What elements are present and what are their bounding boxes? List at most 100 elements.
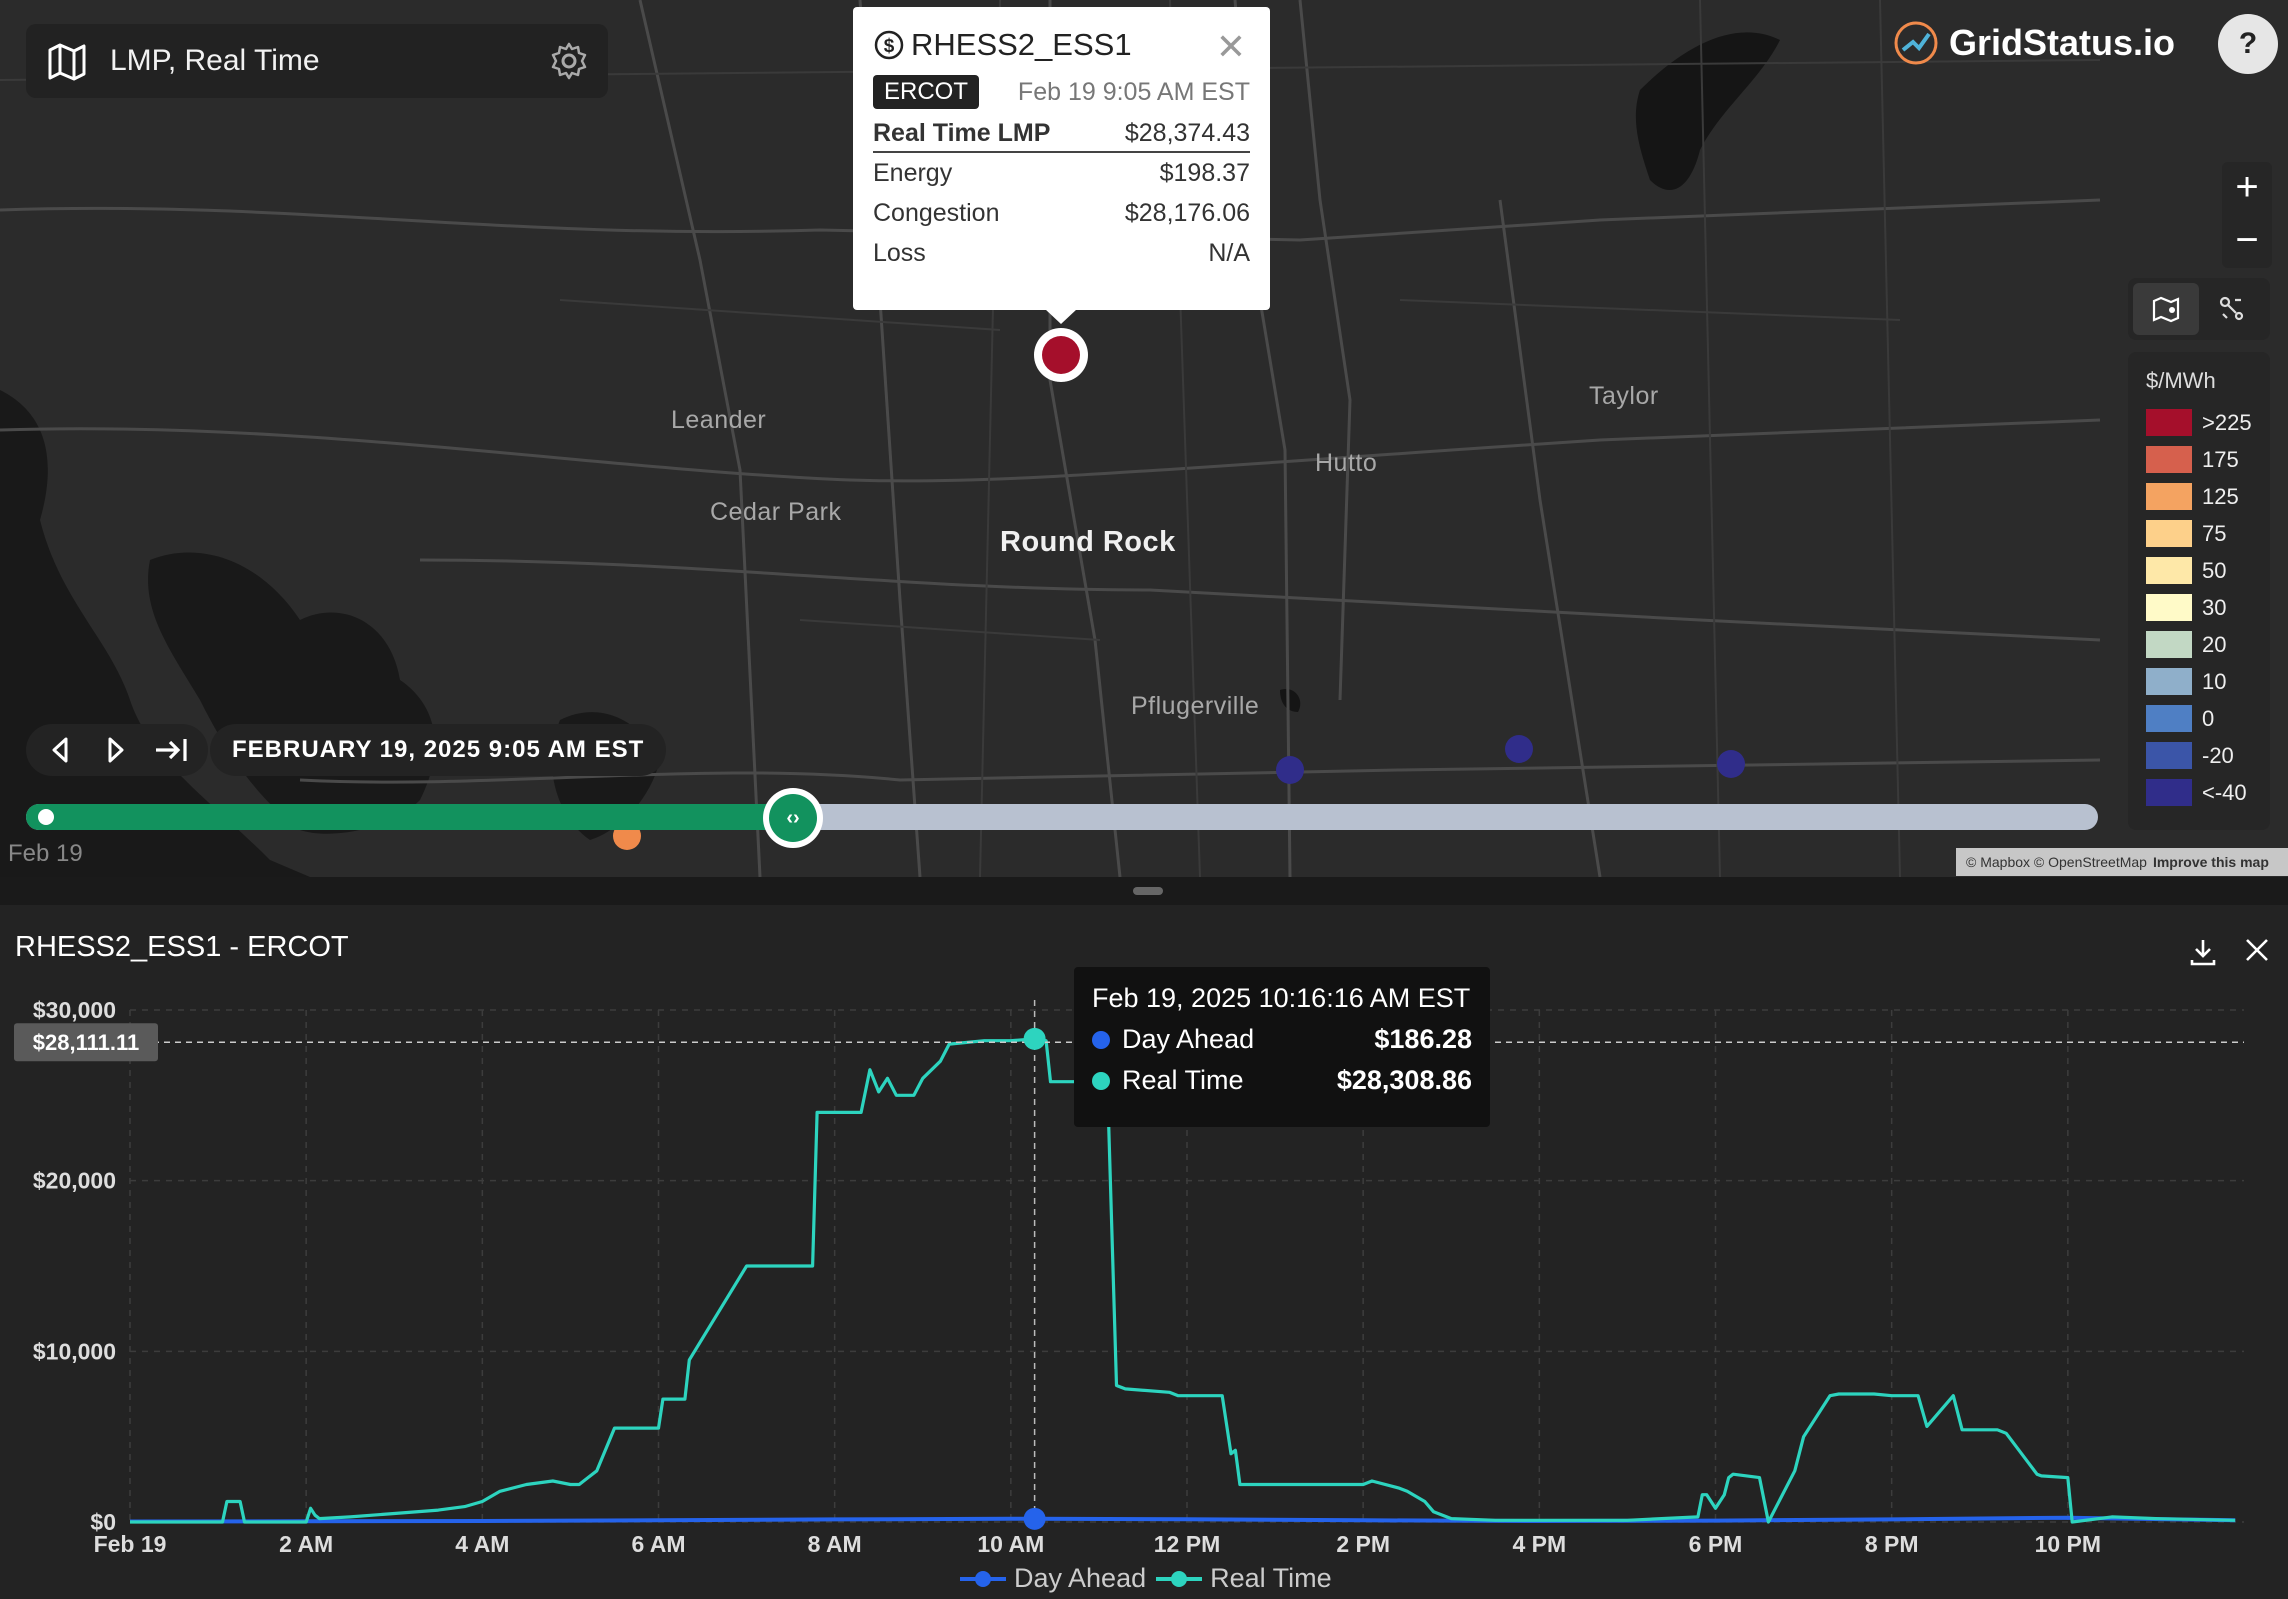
price-legend: $/MWh >225 175 125 75 50 30 20 10 0 -20 <-40 xyxy=(2128,352,2270,830)
legend-row: 20 xyxy=(2146,626,2252,663)
y-tick-label: $10,000 xyxy=(33,1338,116,1364)
legend-label: 175 xyxy=(2202,446,2239,472)
zoom-out-button[interactable]: − xyxy=(2235,218,2259,262)
legend-row: 30 xyxy=(2146,589,2252,626)
zoom-controls: + − xyxy=(2222,162,2272,268)
legend-row: 10 xyxy=(2146,663,2252,700)
map-view[interactable]: Leander Cedar Park Round Rock Hutto Tayl… xyxy=(0,0,2288,877)
hover-point-real-time xyxy=(1023,1027,1046,1050)
brand-name: GridStatus.io xyxy=(1949,22,2176,63)
place-label-cedar-park: Cedar Park xyxy=(710,498,842,526)
dollar-circle-icon: $ xyxy=(874,30,904,60)
route-view-toggle[interactable] xyxy=(2199,283,2265,335)
legend-swatch xyxy=(2146,446,2192,473)
legend-swatch xyxy=(2146,557,2192,584)
legend-label: 75 xyxy=(2202,520,2227,546)
popup-row-congestion: Congestion $28,176.06 xyxy=(873,198,1250,227)
legend-swatch xyxy=(2146,594,2192,621)
x-tick-label: 8 AM xyxy=(808,1531,862,1557)
legend-label: 0 xyxy=(2202,705,2215,731)
legend-row: 0 xyxy=(2146,700,2252,737)
x-tick-label: 6 AM xyxy=(631,1531,685,1557)
chart-tooltip: Feb 19, 2025 10:16:16 AM EST Day Ahead $1… xyxy=(1074,967,1490,1127)
place-label-hutto: Hutto xyxy=(1315,449,1378,477)
hover-point-day-ahead xyxy=(1023,1507,1046,1530)
place-label-pflugerville: Pflugerville xyxy=(1131,692,1260,720)
route-icon xyxy=(2219,296,2244,321)
pane-resizer[interactable] xyxy=(0,877,2288,905)
jump-to-latest-icon[interactable] xyxy=(152,733,190,767)
legend-label: 50 xyxy=(2202,557,2227,583)
x-tick-label: 10 PM xyxy=(2035,1531,2101,1557)
chart-panel: RHESS2_ESS1 - ERCOT $0 $10,000 $20,000 $30,… xyxy=(0,905,2288,1599)
y-tick-label: $0 xyxy=(90,1509,116,1535)
resize-grip[interactable] xyxy=(1133,887,1163,895)
y-tick-label: $30,000 xyxy=(33,997,116,1023)
legend-row: 75 xyxy=(2146,515,2252,552)
tooltip-time: Feb 19, 2025 10:16:16 AM EST xyxy=(1092,983,1471,1013)
gear-icon[interactable] xyxy=(548,40,590,82)
legend-swatch xyxy=(2146,705,2192,732)
x-tick-label: 2 PM xyxy=(1336,1531,1390,1557)
layer-selector[interactable]: LMP, Real Time xyxy=(26,24,608,98)
legend-unit: $/MWh xyxy=(2146,368,2216,393)
x-tick-label: 12 PM xyxy=(1154,1531,1220,1557)
x-tick-label: 6 PM xyxy=(1689,1531,1743,1557)
series-line-day-ahead xyxy=(129,1515,2236,1524)
legend-swatch xyxy=(2146,668,2192,695)
price-node-marker[interactable] xyxy=(1276,756,1304,784)
timeline-slider[interactable] xyxy=(26,804,2098,830)
close-icon[interactable] xyxy=(2240,933,2274,967)
price-node-marker[interactable] xyxy=(1717,750,1745,778)
download-icon[interactable] xyxy=(2186,935,2220,969)
node-popup: $ RHESS2_ESS1 ✕ ERCOT Feb 19 9:05 AM EST… xyxy=(853,7,1270,324)
gridstatus-logo-icon xyxy=(1894,21,1938,65)
legend-row: 50 xyxy=(2146,552,2252,589)
legend-swatch xyxy=(2146,520,2192,547)
map-pin-icon xyxy=(2152,296,2180,323)
legend-label: <-40 xyxy=(2202,779,2247,805)
place-label-taylor: Taylor xyxy=(1589,382,1659,410)
legend-label: >225 xyxy=(2202,409,2252,435)
timeline-thumb[interactable]: ‹› xyxy=(763,788,823,848)
legend-swatch xyxy=(2146,742,2192,769)
legend-row: 175 xyxy=(2146,441,2252,478)
selected-node-marker[interactable] xyxy=(1034,328,1088,382)
improve-map-link[interactable]: Improve this map xyxy=(2152,854,2269,870)
tooltip-row-real-time: Real Time $28,308.86 xyxy=(1092,1065,1472,1096)
legend-line-real-time xyxy=(1156,1570,1203,1587)
zoom-in-button[interactable]: + xyxy=(2235,165,2259,209)
x-tick-label: 10 AM xyxy=(977,1531,1044,1557)
price-node-marker[interactable] xyxy=(1505,735,1533,763)
timeline-start-label: Feb 19 xyxy=(8,840,83,867)
legend-item-real-time[interactable]: Real Time xyxy=(1156,1563,1332,1594)
legend-row: -20 xyxy=(2146,737,2252,774)
help-button[interactable]: ? xyxy=(2218,14,2278,74)
legend-label: 30 xyxy=(2202,594,2227,620)
step-back-icon[interactable] xyxy=(44,733,78,767)
popup-close-button[interactable]: ✕ xyxy=(1215,26,1246,67)
legend-swatch xyxy=(2146,483,2192,510)
chart-legend: Day Ahead Real Time xyxy=(960,1563,1342,1594)
legend-row: >225 xyxy=(2146,404,2252,441)
crosshair-value-box xyxy=(14,1023,158,1062)
legend-label: -20 xyxy=(2202,742,2234,768)
x-tick-label: 2 AM xyxy=(279,1531,333,1557)
brand-logo[interactable]: GridStatus.io xyxy=(1893,18,2175,68)
play-icon[interactable] xyxy=(98,733,132,767)
legend-line-day-ahead xyxy=(960,1570,1006,1587)
map-view-toggle[interactable] xyxy=(2133,283,2199,335)
x-tick-label: 8 PM xyxy=(1865,1531,1919,1557)
legend-row: <-40 xyxy=(2146,774,2252,811)
legend-item-day-ahead[interactable]: Day Ahead xyxy=(960,1563,1146,1594)
tooltip-row-day-ahead: Day Ahead $186.28 xyxy=(1092,1024,1472,1055)
popup-row-lmp: Real Time LMP $28,374.43 xyxy=(873,115,1250,153)
y-tick-label: $20,000 xyxy=(33,1168,116,1194)
legend-swatch xyxy=(2146,779,2192,806)
popup-timestamp: Feb 19 9:05 AM EST xyxy=(1017,77,1250,106)
popup-row-energy: Energy $198.37 xyxy=(873,158,1250,187)
legend-swatch xyxy=(2146,631,2192,658)
legend-label: 10 xyxy=(2202,668,2227,694)
crosshair-value-label: $28,111.11 xyxy=(33,1030,139,1055)
x-tick-label: 4 AM xyxy=(455,1531,509,1557)
